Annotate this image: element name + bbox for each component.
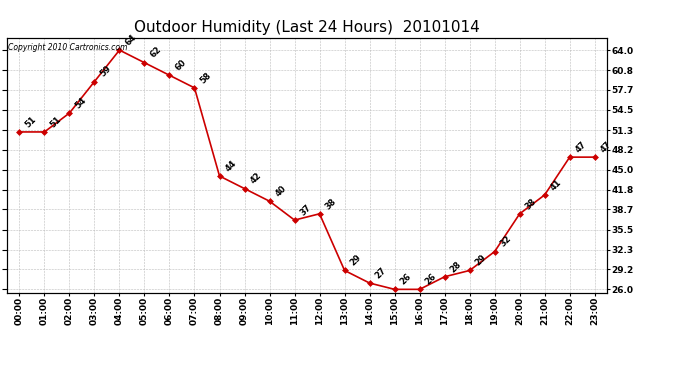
Text: 58: 58 bbox=[199, 70, 213, 85]
Text: 44: 44 bbox=[224, 159, 238, 173]
Text: 42: 42 bbox=[248, 171, 264, 186]
Text: 54: 54 bbox=[74, 96, 88, 110]
Text: 47: 47 bbox=[574, 140, 589, 154]
Text: 26: 26 bbox=[424, 272, 438, 286]
Text: 27: 27 bbox=[374, 266, 388, 280]
Text: Copyright 2010 Cartronics.com: Copyright 2010 Cartronics.com bbox=[8, 43, 128, 52]
Text: 40: 40 bbox=[274, 184, 288, 198]
Title: Outdoor Humidity (Last 24 Hours)  20101014: Outdoor Humidity (Last 24 Hours) 2010101… bbox=[134, 20, 480, 35]
Text: 26: 26 bbox=[399, 272, 413, 286]
Text: 37: 37 bbox=[299, 203, 313, 217]
Text: 59: 59 bbox=[99, 64, 113, 79]
Text: 64: 64 bbox=[124, 33, 138, 47]
Text: 62: 62 bbox=[148, 45, 164, 60]
Text: 41: 41 bbox=[549, 177, 564, 192]
Text: 38: 38 bbox=[524, 196, 538, 211]
Text: 51: 51 bbox=[23, 114, 38, 129]
Text: 32: 32 bbox=[499, 234, 513, 249]
Text: 60: 60 bbox=[174, 58, 188, 72]
Text: 47: 47 bbox=[599, 140, 613, 154]
Text: 29: 29 bbox=[474, 253, 489, 268]
Text: 29: 29 bbox=[348, 253, 364, 268]
Text: 38: 38 bbox=[324, 196, 338, 211]
Text: 51: 51 bbox=[48, 114, 63, 129]
Text: 28: 28 bbox=[448, 260, 464, 274]
